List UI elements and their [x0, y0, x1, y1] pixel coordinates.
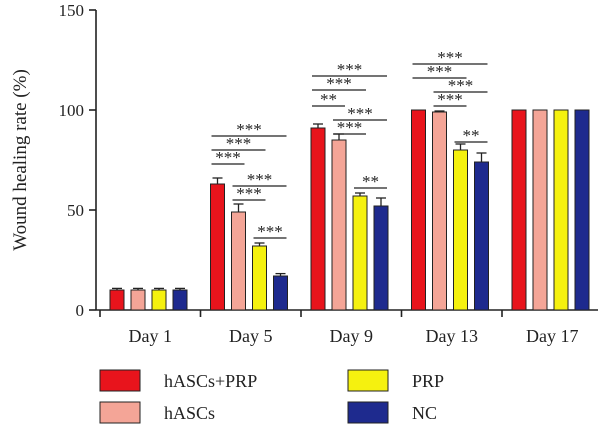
x-tick-label: Day 13 [426, 326, 479, 346]
significance-label: ** [362, 172, 379, 191]
significance-label: *** [437, 90, 463, 109]
significance-label: ** [320, 90, 337, 109]
significance-label: *** [236, 120, 262, 139]
significance-label: *** [448, 76, 474, 95]
y-tick-label: 150 [59, 1, 85, 20]
legend-label: NC [412, 403, 437, 423]
y-tick-label: 100 [59, 101, 85, 120]
bar-prp [553, 109, 569, 311]
significance-annotations: ****************************************… [211, 48, 488, 241]
legend: hASCs+PRP hASCs PRP NC [99, 369, 444, 424]
axes: 0 50 100 150 Day 1 Day 5 Day 9 Day 13 Day 17 [59, 1, 598, 346]
significance-label: *** [215, 148, 241, 167]
x-tick-label: Day 5 [229, 326, 273, 346]
bar-nc [373, 205, 389, 311]
x-tick-label: Day 9 [330, 326, 374, 346]
bar-nc [474, 161, 489, 311]
bar-hascs [432, 111, 447, 311]
significance-label: *** [326, 74, 352, 93]
legend-swatch [99, 401, 141, 424]
bar-hascs-prp [109, 289, 125, 311]
legend-label: hASCs [164, 403, 215, 423]
legend-swatch [99, 369, 141, 392]
bar-hascs-prp [210, 183, 225, 311]
bar-hascs-prp [511, 109, 527, 311]
bar-prp [151, 289, 167, 311]
legend-label: hASCs+PRP [164, 371, 257, 391]
x-tick-label: Day 1 [129, 326, 173, 346]
bar-nc [273, 275, 288, 311]
bar-hascs [130, 289, 146, 311]
bar-nc [172, 289, 188, 311]
significance-label: *** [337, 60, 363, 79]
bar-prp [252, 245, 267, 311]
x-tick-label: Day 17 [526, 326, 579, 346]
significance-label: *** [236, 184, 262, 203]
legend-swatch [347, 401, 389, 424]
bar-prp [352, 195, 368, 311]
significance-label: *** [347, 104, 373, 123]
significance-label: *** [437, 48, 463, 67]
bar-hascs [331, 139, 347, 311]
bar-prp [453, 149, 468, 311]
y-tick-label: 0 [76, 301, 85, 320]
significance-label: *** [337, 118, 363, 137]
bars [109, 109, 590, 311]
significance-label: *** [257, 222, 283, 241]
bar-hascs [231, 211, 246, 311]
significance-label: *** [247, 170, 273, 189]
bar-nc [574, 109, 590, 311]
bar-hascs [532, 109, 548, 311]
significance-label: *** [427, 62, 453, 81]
y-tick-label: 50 [67, 201, 84, 220]
bar-hascs-prp [310, 127, 326, 311]
significance-label: ** [463, 126, 480, 145]
bar-hascs-prp [411, 109, 426, 311]
significance-label: *** [226, 134, 252, 153]
legend-label: PRP [412, 371, 444, 391]
y-axis-title: Wound healing rate (%) [10, 69, 31, 251]
legend-swatch [347, 369, 389, 392]
